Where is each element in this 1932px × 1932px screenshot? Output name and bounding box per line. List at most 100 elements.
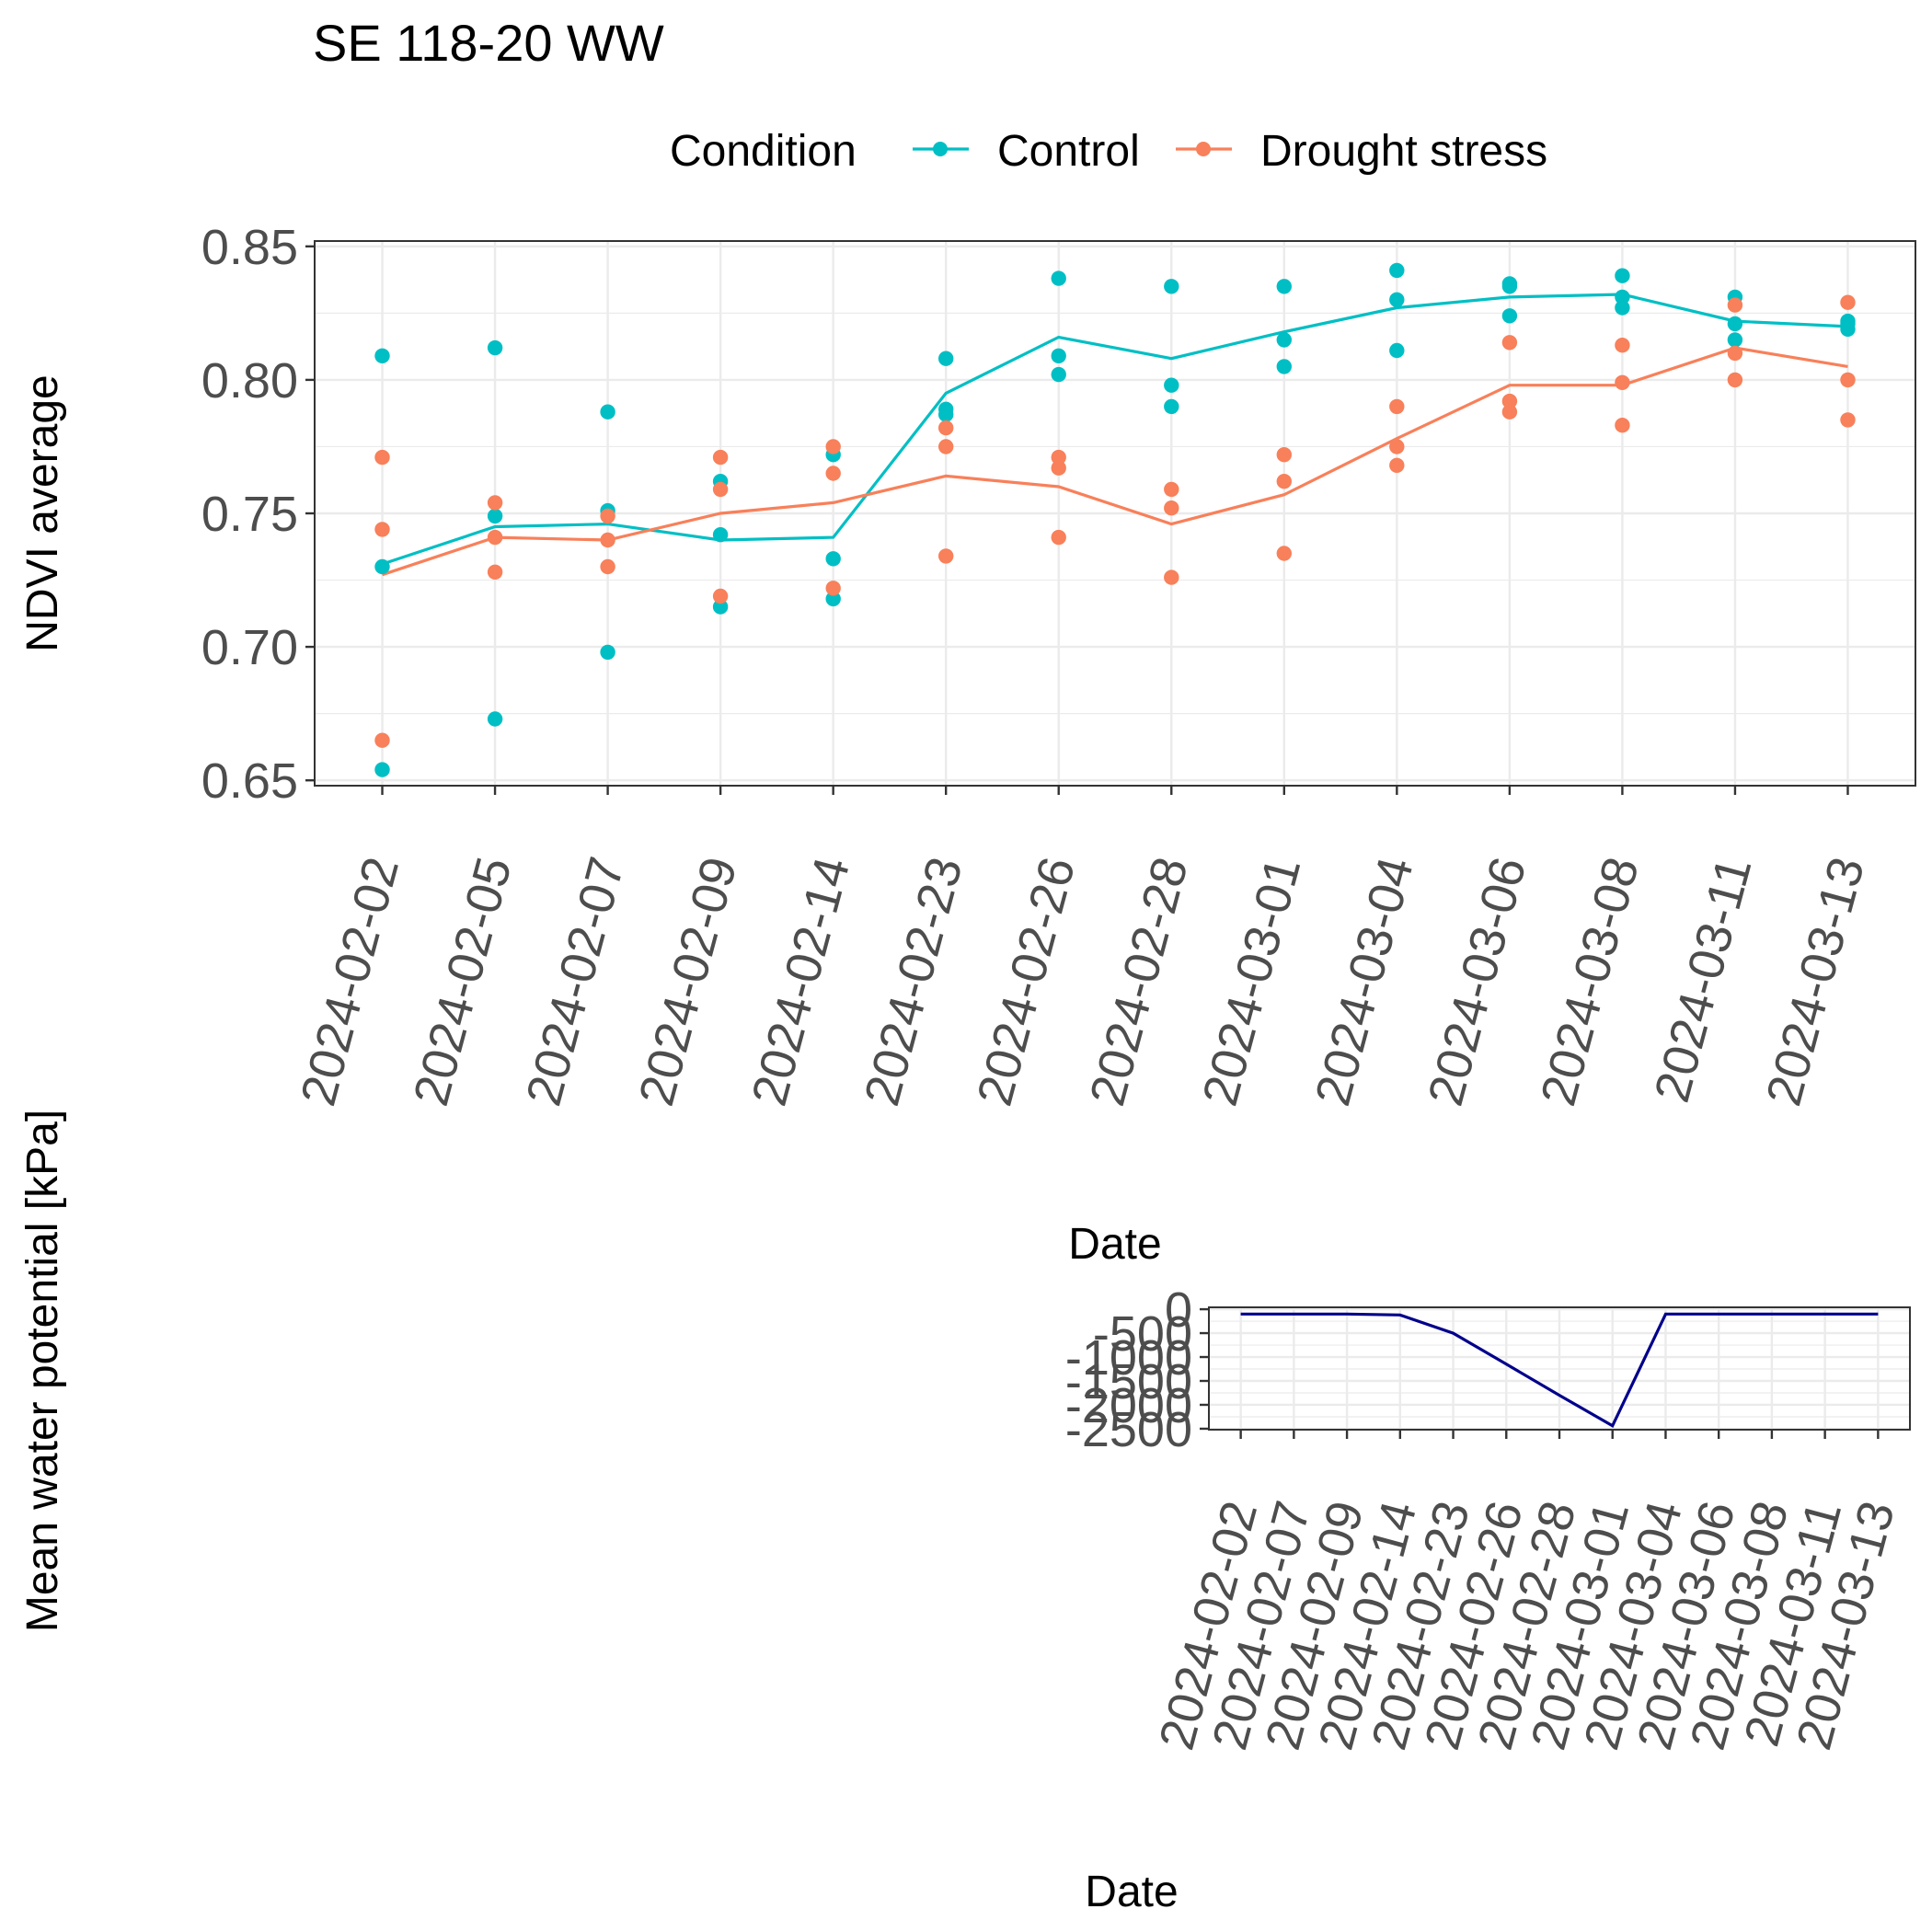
ndvi-x-tick-label: 2024-03-13: [1756, 852, 1875, 1111]
water-y-tick-label: -1000: [1065, 1330, 1192, 1386]
data-point-drought-stress: [1051, 449, 1066, 466]
data-point-control: [1164, 377, 1179, 393]
ndvi-x-tick-label: 2024-02-02: [291, 852, 409, 1111]
ndvi-x-tick-label: 2024-03-11: [1644, 852, 1762, 1108]
data-point-drought-stress: [825, 439, 841, 454]
data-point-control: [1276, 279, 1293, 294]
data-point-control: [1276, 359, 1293, 374]
legend-key-control-dot: [933, 142, 948, 156]
ndvi-x-tick-label: 2024-03-01: [1192, 852, 1311, 1111]
water-y-tick-label: 0: [1165, 1282, 1192, 1338]
data-point-control: [374, 762, 390, 777]
water-potential-panel: 0-500-1000-1500-2000-2500 2024-02-022024…: [18, 1110, 1911, 1916]
data-point-drought-stress: [1389, 398, 1405, 415]
data-point-drought-stress: [1840, 294, 1856, 310]
water-grid: [1209, 1307, 1910, 1431]
legend-title: Condition: [670, 127, 857, 176]
data-point-drought-stress: [1164, 569, 1179, 585]
legend-key-drought-dot: [1196, 142, 1211, 156]
ndvi-y-tick-label: 0.75: [201, 487, 298, 542]
data-point-control: [600, 644, 615, 661]
data-point-control: [1615, 300, 1630, 316]
ndvi-y-axis-title: NDVI average: [18, 374, 67, 651]
data-point-drought-stress: [1276, 474, 1293, 489]
ndvi-x-tick-label: 2024-02-05: [403, 852, 522, 1111]
water-y-tick-label: -2000: [1065, 1378, 1192, 1433]
data-point-drought-stress: [937, 548, 954, 564]
data-point-drought-stress: [1615, 418, 1630, 433]
data-point-control: [1389, 292, 1405, 307]
data-point-drought-stress: [712, 588, 729, 604]
data-point-control: [1501, 308, 1518, 324]
data-point-control: [487, 339, 503, 356]
ndvi-points: [374, 262, 1856, 777]
water-y-tick-label: -2500: [1065, 1402, 1192, 1457]
data-point-control: [1164, 398, 1179, 415]
data-point-control: [937, 407, 954, 422]
ndvi-x-tick-label: 2024-02-28: [1079, 852, 1198, 1111]
ndvi-x-tick-label: 2024-02-09: [628, 852, 747, 1111]
data-point-control: [1051, 348, 1066, 363]
ndvi-y-tick-label: 0.85: [201, 220, 298, 275]
ndvi-y-tick-label: 0.70: [201, 620, 298, 675]
data-point-control: [374, 348, 390, 363]
data-point-drought-stress: [1840, 372, 1856, 388]
data-point-drought-stress: [1389, 457, 1405, 473]
data-point-drought-stress: [600, 508, 615, 524]
data-point-drought-stress: [1501, 393, 1518, 409]
water-y-tick-label: -1500: [1065, 1354, 1192, 1409]
data-point-control: [1501, 279, 1518, 294]
data-point-drought-stress: [487, 564, 503, 580]
data-point-control: [1727, 332, 1743, 348]
ndvi-x-tick-label: 2024-03-06: [1418, 852, 1536, 1111]
series-line-drought-stress: [381, 346, 1848, 577]
data-point-control: [1276, 332, 1293, 348]
data-point-drought-stress: [1727, 345, 1743, 362]
ndvi-x-tick-label: 2024-02-23: [854, 852, 972, 1111]
water-y-tick-label: -500: [1093, 1306, 1192, 1362]
ndvi-y-axis: 0.65 0.70 0.75 0.80 0.85: [201, 220, 315, 809]
data-point-drought-stress: [374, 732, 390, 748]
data-point-drought-stress: [1840, 412, 1856, 428]
data-point-control: [1164, 279, 1179, 294]
ndvi-y-tick-label: 0.65: [201, 753, 298, 809]
data-point-drought-stress: [1501, 335, 1518, 351]
data-point-control: [937, 351, 954, 366]
data-point-drought-stress: [1051, 460, 1066, 476]
ndvi-x-tick-label: 2024-02-14: [742, 852, 860, 1111]
data-point-control: [1615, 268, 1630, 283]
data-point-control: [1727, 316, 1743, 332]
data-point-control: [825, 551, 841, 567]
data-point-control: [1051, 366, 1066, 383]
legend-label-control: Control: [997, 127, 1140, 176]
ndvi-x-tick-label: 2024-03-08: [1531, 852, 1650, 1111]
series-line-control: [381, 293, 1848, 566]
data-point-drought-stress: [937, 420, 954, 436]
water-y-axis-title: Mean water potential [kPa]: [18, 1110, 67, 1632]
data-point-control: [712, 527, 729, 543]
data-point-control: [487, 508, 503, 524]
ndvi-x-tick-label: 2024-03-04: [1305, 852, 1423, 1111]
data-point-drought-stress: [374, 522, 390, 537]
data-point-control: [374, 558, 390, 575]
chart-title: SE 118-20 WW: [313, 14, 664, 72]
data-point-drought-stress: [1727, 297, 1743, 313]
ndvi-x-tick-label: 2024-02-07: [516, 852, 635, 1111]
data-point-drought-stress: [1501, 404, 1518, 420]
data-point-drought-stress: [600, 558, 615, 575]
data-point-drought-stress: [937, 439, 954, 454]
data-point-drought-stress: [487, 529, 503, 546]
data-point-drought-stress: [1164, 500, 1179, 516]
ndvi-y-tick-label: 0.80: [201, 353, 298, 408]
data-point-drought-stress: [1276, 546, 1293, 561]
data-point-drought-stress: [600, 532, 615, 548]
data-point-control: [1051, 270, 1066, 286]
ndvi-panel: 0.650.700.750.800.85 2024-02-022024-02-0…: [18, 220, 1916, 1269]
data-point-control: [600, 404, 615, 420]
series-line-water-potential: [1240, 1312, 1879, 1429]
ndvi-x-axis-title: Date: [1068, 1220, 1161, 1269]
data-point-drought-stress: [1727, 372, 1743, 388]
data-point-drought-stress: [825, 466, 841, 481]
water-y-axis: 0-500-1000-1500-2000-2500: [1065, 1282, 1209, 1457]
ndvi-x-tick-label: 2024-02-26: [967, 852, 1086, 1111]
